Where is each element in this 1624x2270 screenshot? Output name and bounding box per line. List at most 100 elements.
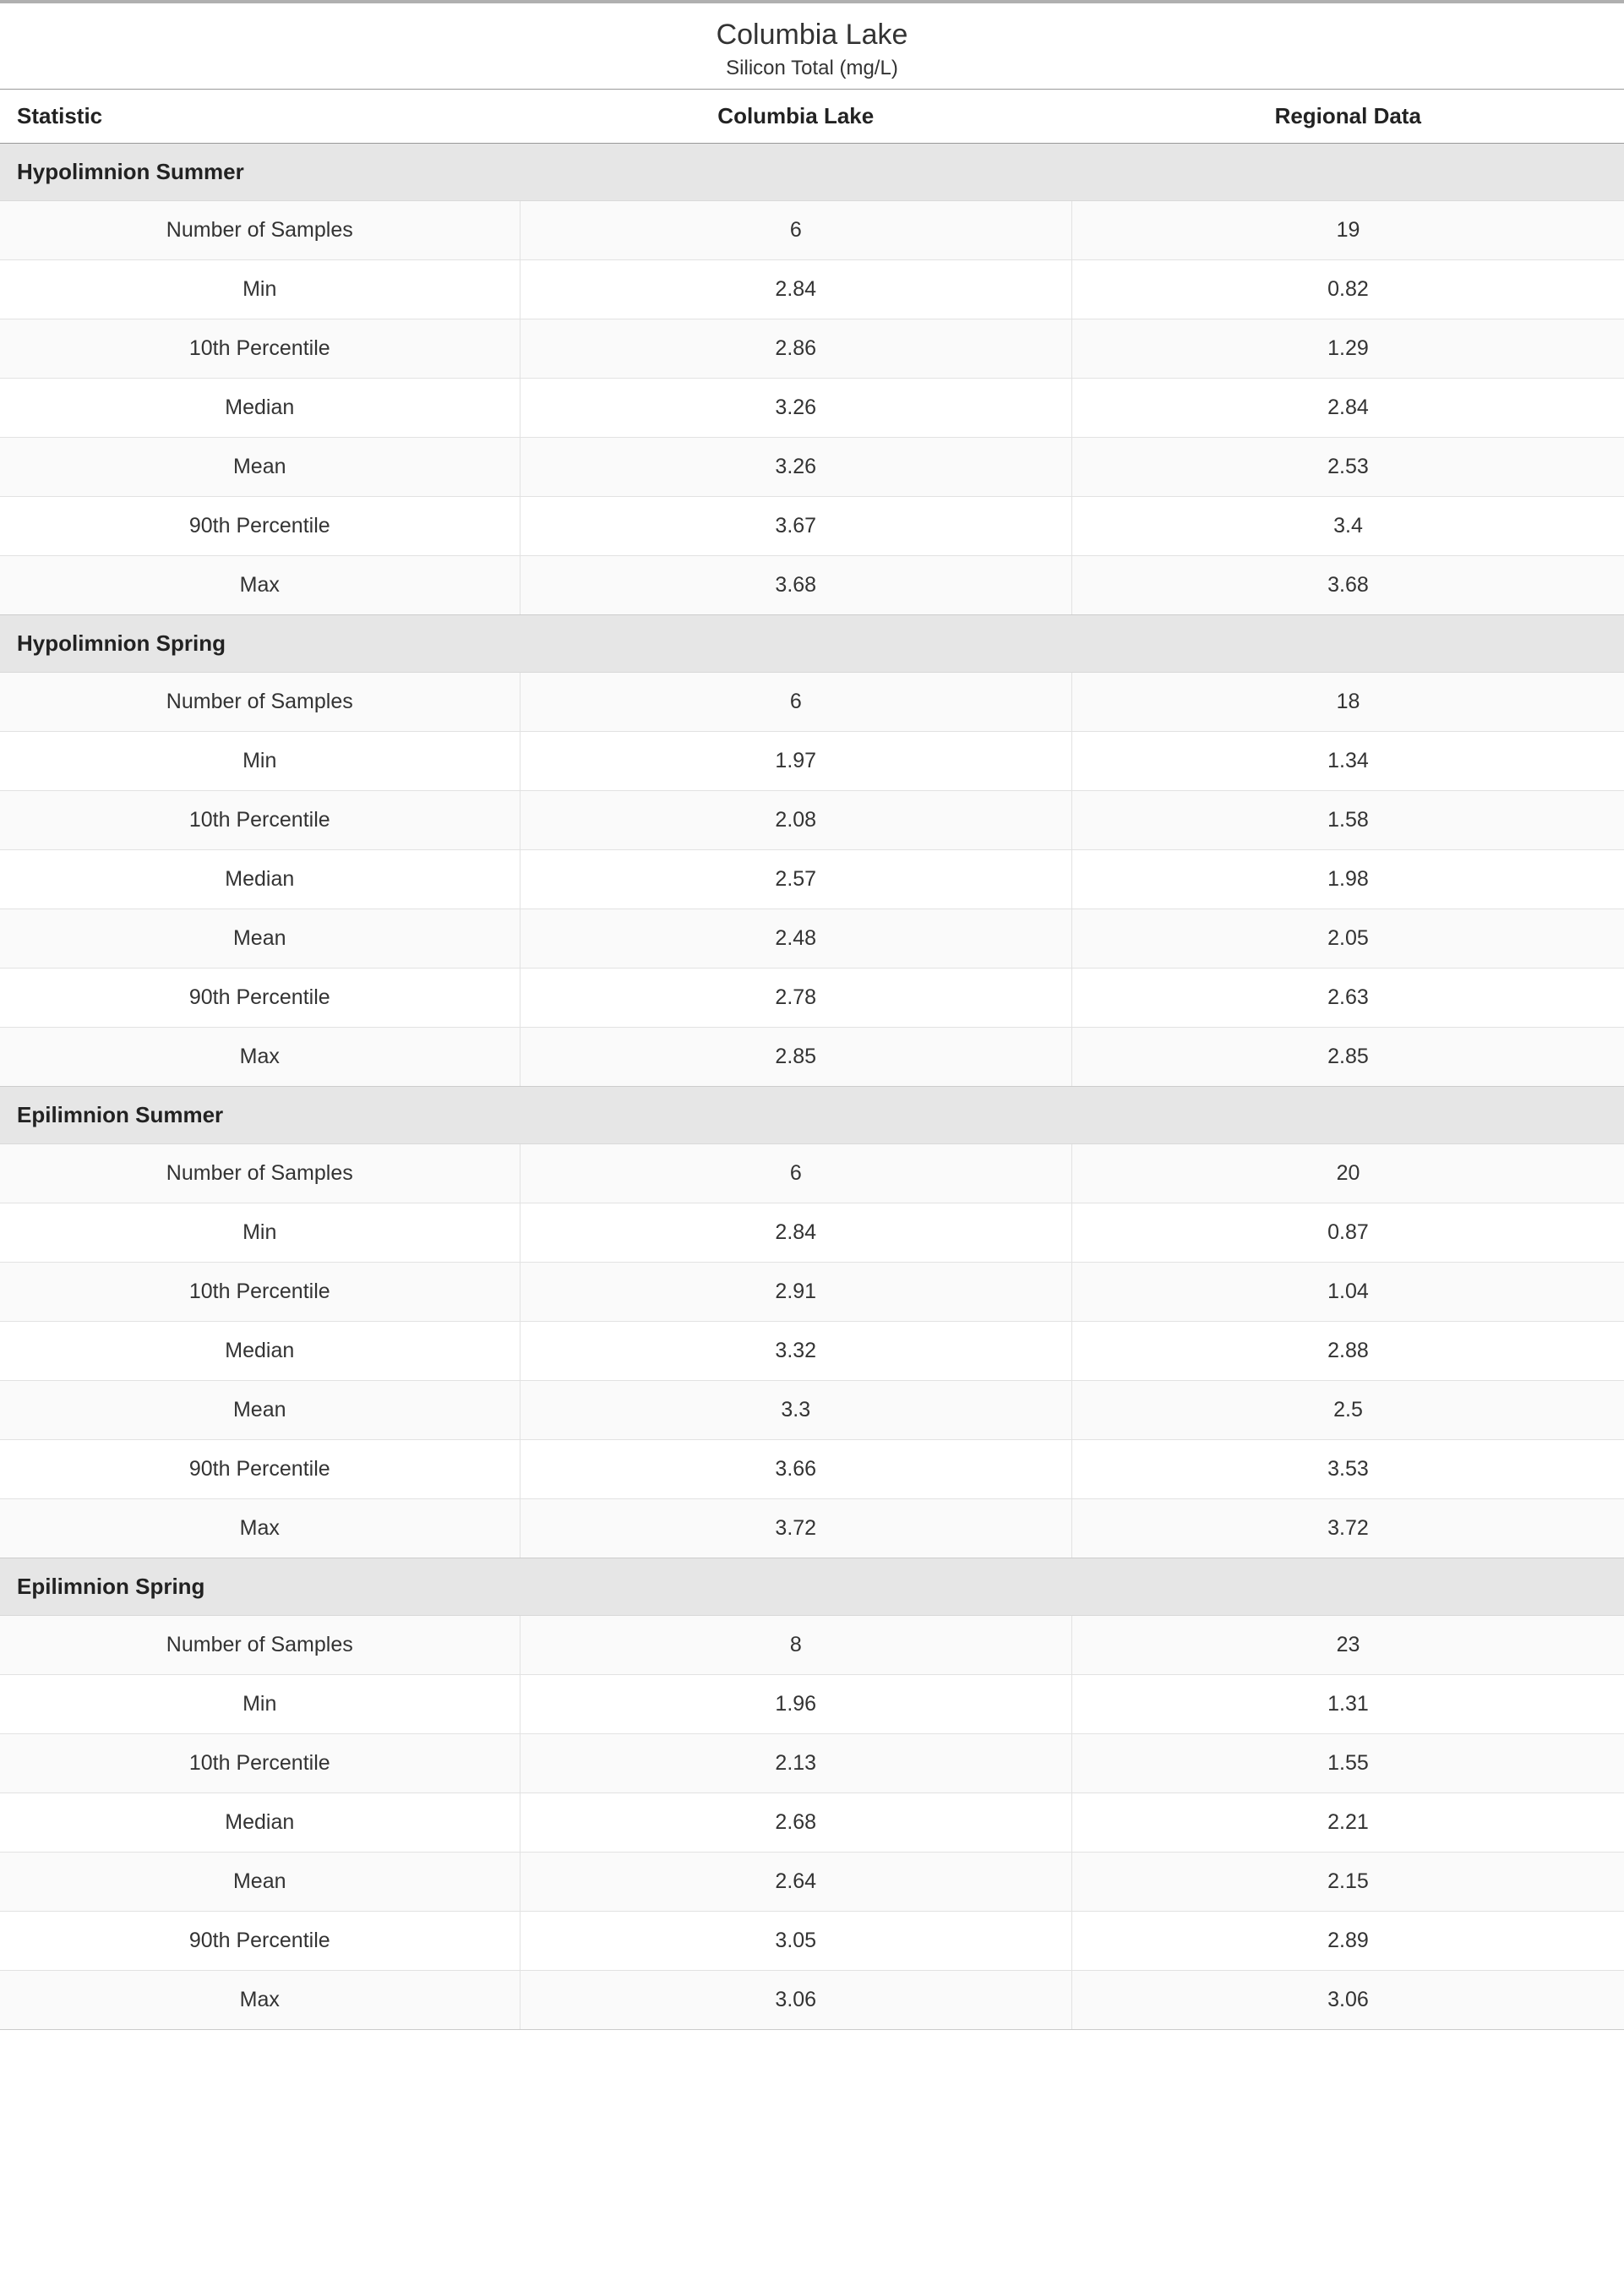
regional-value: 2.85 <box>1072 1028 1624 1087</box>
group-header-row: Hypolimnion Summer <box>0 144 1624 201</box>
col-header-lake: Columbia Lake <box>520 90 1071 144</box>
regional-value: 3.72 <box>1072 1499 1624 1558</box>
table-row: Number of Samples618 <box>0 673 1624 732</box>
lake-value: 2.64 <box>520 1853 1071 1912</box>
stat-label: Max <box>0 1028 520 1087</box>
regional-value: 2.5 <box>1072 1381 1624 1440</box>
column-header-row: Statistic Columbia Lake Regional Data <box>0 90 1624 144</box>
regional-value: 1.55 <box>1072 1734 1624 1793</box>
lake-value: 3.26 <box>520 379 1071 438</box>
stat-group: Hypolimnion SummerNumber of Samples619Mi… <box>0 144 1624 615</box>
stat-label: Min <box>0 260 520 319</box>
stat-label: Number of Samples <box>0 201 520 260</box>
stat-label: 90th Percentile <box>0 497 520 556</box>
stat-label: 10th Percentile <box>0 1263 520 1322</box>
lake-value: 8 <box>520 1616 1071 1675</box>
regional-value: 3.53 <box>1072 1440 1624 1499</box>
stat-label: Number of Samples <box>0 673 520 732</box>
stat-label: 10th Percentile <box>0 791 520 850</box>
lake-value: 3.06 <box>520 1971 1071 2030</box>
regional-value: 2.21 <box>1072 1793 1624 1853</box>
regional-value: 0.87 <box>1072 1203 1624 1263</box>
regional-value: 2.15 <box>1072 1853 1624 1912</box>
lake-value: 3.26 <box>520 438 1071 497</box>
group-title: Epilimnion Spring <box>0 1558 1624 1616</box>
regional-value: 20 <box>1072 1144 1624 1203</box>
regional-value: 18 <box>1072 673 1624 732</box>
regional-value: 1.58 <box>1072 791 1624 850</box>
table-row: Max2.852.85 <box>0 1028 1624 1087</box>
lake-value: 2.86 <box>520 319 1071 379</box>
group-header-row: Epilimnion Spring <box>0 1558 1624 1616</box>
lake-value: 3.05 <box>520 1912 1071 1971</box>
regional-value: 1.98 <box>1072 850 1624 909</box>
regional-value: 2.89 <box>1072 1912 1624 1971</box>
lake-value: 2.85 <box>520 1028 1071 1087</box>
table-row: Mean2.642.15 <box>0 1853 1624 1912</box>
lake-value: 3.66 <box>520 1440 1071 1499</box>
table-row: 10th Percentile2.911.04 <box>0 1263 1624 1322</box>
lake-value: 2.84 <box>520 260 1071 319</box>
table-row: Median2.682.21 <box>0 1793 1624 1853</box>
regional-value: 3.06 <box>1072 1971 1624 2030</box>
regional-value: 1.04 <box>1072 1263 1624 1322</box>
table-row: 90th Percentile3.673.4 <box>0 497 1624 556</box>
table-row: Median2.571.98 <box>0 850 1624 909</box>
lake-value: 3.72 <box>520 1499 1071 1558</box>
table-row: Min1.971.34 <box>0 732 1624 791</box>
stat-label: 10th Percentile <box>0 319 520 379</box>
stat-label: Min <box>0 1675 520 1734</box>
lake-value: 2.57 <box>520 850 1071 909</box>
regional-value: 23 <box>1072 1616 1624 1675</box>
table-row: Mean3.262.53 <box>0 438 1624 497</box>
stat-label: Mean <box>0 909 520 969</box>
lake-value: 3.67 <box>520 497 1071 556</box>
lake-value: 3.32 <box>520 1322 1071 1381</box>
parameter-subtitle: Silicon Total (mg/L) <box>0 57 1624 80</box>
stat-label: 90th Percentile <box>0 969 520 1028</box>
table-row: Min2.840.87 <box>0 1203 1624 1263</box>
table-row: 90th Percentile3.052.89 <box>0 1912 1624 1971</box>
table-row: Max3.683.68 <box>0 556 1624 615</box>
regional-value: 2.53 <box>1072 438 1624 497</box>
stat-group: Epilimnion SummerNumber of Samples620Min… <box>0 1087 1624 1558</box>
col-header-statistic: Statistic <box>0 90 520 144</box>
regional-value: 2.88 <box>1072 1322 1624 1381</box>
stat-label: Max <box>0 556 520 615</box>
stat-label: Mean <box>0 1853 520 1912</box>
lake-value: 2.13 <box>520 1734 1071 1793</box>
stat-label: 90th Percentile <box>0 1440 520 1499</box>
lake-value: 2.91 <box>520 1263 1071 1322</box>
table-row: 10th Percentile2.861.29 <box>0 319 1624 379</box>
table-row: Mean3.32.5 <box>0 1381 1624 1440</box>
stat-label: Number of Samples <box>0 1144 520 1203</box>
stat-label: 90th Percentile <box>0 1912 520 1971</box>
lake-value: 2.84 <box>520 1203 1071 1263</box>
group-title: Hypolimnion Spring <box>0 615 1624 673</box>
stat-label: Median <box>0 1793 520 1853</box>
regional-value: 2.05 <box>1072 909 1624 969</box>
stat-label: Median <box>0 1322 520 1381</box>
lake-value: 2.08 <box>520 791 1071 850</box>
lake-value: 6 <box>520 201 1071 260</box>
table-row: Median3.322.88 <box>0 1322 1624 1381</box>
stat-label: Mean <box>0 1381 520 1440</box>
lake-value: 6 <box>520 1144 1071 1203</box>
lake-value: 3.68 <box>520 556 1071 615</box>
regional-value: 19 <box>1072 201 1624 260</box>
stat-label: Max <box>0 1971 520 2030</box>
regional-value: 2.63 <box>1072 969 1624 1028</box>
group-header-row: Epilimnion Summer <box>0 1087 1624 1144</box>
lake-value: 2.68 <box>520 1793 1071 1853</box>
table-row: Min2.840.82 <box>0 260 1624 319</box>
regional-value: 1.31 <box>1072 1675 1624 1734</box>
stat-label: Mean <box>0 438 520 497</box>
table-row: Min1.961.31 <box>0 1675 1624 1734</box>
lake-value: 2.48 <box>520 909 1071 969</box>
stat-label: 10th Percentile <box>0 1734 520 1793</box>
stat-group: Epilimnion SpringNumber of Samples823Min… <box>0 1558 1624 2030</box>
regional-value: 3.4 <box>1072 497 1624 556</box>
stat-label: Min <box>0 732 520 791</box>
stat-group: Hypolimnion SpringNumber of Samples618Mi… <box>0 615 1624 1087</box>
regional-value: 2.84 <box>1072 379 1624 438</box>
